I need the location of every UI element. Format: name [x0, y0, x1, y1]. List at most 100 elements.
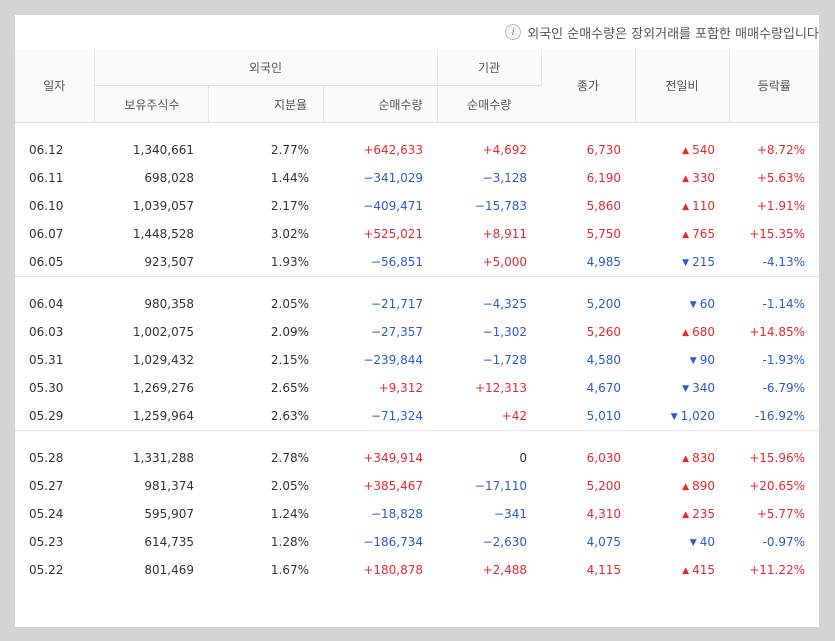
change-cell: ▼ 340 — [635, 374, 729, 402]
change-value: 60 — [699, 297, 715, 311]
change-value: 680 — [692, 325, 715, 339]
table-row: 05.30 1,269,276 2.65% +9,312 +12,313 4,670 ▼ 34… — [15, 374, 819, 402]
foreign-net-cell: +525,021 — [363, 227, 423, 241]
rate-cell: +20.65% — [749, 479, 805, 493]
group-spacer — [15, 430, 819, 444]
change-cell: ▼ 90 — [635, 346, 729, 374]
date-cell: 06.05 — [29, 255, 64, 269]
holding-cell: 1,448,528 — [132, 227, 194, 241]
inst-net-cell: −4,325 — [482, 297, 527, 311]
ratio-cell: 2.77% — [270, 143, 309, 157]
inst-net-cell: −1,302 — [482, 325, 527, 339]
up-triangle-icon: ▲ — [682, 328, 690, 338]
up-triangle-icon: ▲ — [682, 146, 690, 156]
date-cell: 05.24 — [29, 507, 64, 521]
close-cell: 4,115 — [586, 563, 621, 577]
holding-cell: 1,331,288 — [132, 451, 194, 465]
down-triangle-icon: ▼ — [682, 258, 690, 268]
inst-net-cell: −15,783 — [474, 199, 527, 213]
rate-cell: +11.22% — [749, 563, 805, 577]
date-cell: 05.28 — [29, 451, 64, 465]
inst-net-cell: +12,313 — [474, 381, 527, 395]
close-cell: 4,075 — [586, 535, 621, 549]
foreign-net-cell: +642,633 — [363, 143, 423, 157]
date-cell: 05.31 — [29, 353, 64, 367]
info-icon[interactable]: i — [505, 24, 522, 40]
date-cell: 06.03 — [29, 325, 64, 339]
date-cell: 06.10 — [29, 199, 64, 213]
col-holding: 보유주식수 — [94, 85, 209, 123]
rate-cell: +1.91% — [756, 199, 805, 213]
date-cell: 05.27 — [29, 479, 64, 493]
foreign-net-cell: +9,312 — [378, 381, 423, 395]
foreign-net-cell: −239,844 — [363, 353, 423, 367]
foreign-net-cell: −186,734 — [363, 535, 423, 549]
group-spacer — [15, 276, 819, 290]
change-cell: ▲ 330 — [635, 164, 729, 192]
trading-table: 일자 외국인 기관 종가 전일비 등락률 보유주식수 지분율 순매수량 순매수량… — [15, 49, 819, 584]
up-triangle-icon: ▲ — [682, 566, 690, 576]
rate-cell: +5.63% — [756, 171, 805, 185]
rate-cell: -4.13% — [762, 255, 805, 269]
change-value: 110 — [692, 199, 715, 213]
change-cell: ▲ 680 — [635, 318, 729, 346]
down-triangle-icon: ▼ — [689, 300, 697, 310]
date-cell: 05.22 — [29, 563, 64, 577]
date-cell: 06.07 — [29, 227, 64, 241]
date-cell: 05.30 — [29, 381, 64, 395]
ratio-cell: 1.67% — [270, 563, 309, 577]
ratio-cell: 2.15% — [270, 353, 309, 367]
table-body: 06.12 1,340,661 2.77% +642,633 +4,692 6,730 ▲ 5… — [15, 123, 819, 585]
ratio-cell: 1.93% — [270, 255, 309, 269]
table-row: 06.05 923,507 1.93% −56,851 +5,000 4,985 ▼ 215 -… — [15, 248, 819, 277]
table-row: 05.27 981,374 2.05% +385,467 −17,110 5,200 ▲ 89… — [15, 472, 819, 500]
inst-net-cell: +42 — [501, 409, 527, 423]
holding-cell: 923,507 — [144, 255, 194, 269]
ratio-cell: 1.24% — [270, 507, 309, 521]
change-cell: ▲ 890 — [635, 472, 729, 500]
close-cell: 5,860 — [586, 199, 621, 213]
down-triangle-icon: ▼ — [670, 412, 678, 422]
ratio-cell: 3.02% — [270, 227, 309, 241]
date-cell: 06.12 — [29, 143, 64, 157]
change-value: 830 — [692, 451, 715, 465]
foreign-net-cell: −71,324 — [370, 409, 423, 423]
rate-cell: -6.79% — [762, 381, 805, 395]
ratio-cell: 1.44% — [270, 171, 309, 185]
col-institution: 기관 — [437, 49, 542, 86]
table-header: 일자 외국인 기관 종가 전일비 등락률 보유주식수 지분율 순매수량 순매수량 — [15, 49, 819, 123]
change-cell: ▼ 60 — [635, 290, 729, 318]
holding-cell: 595,907 — [144, 507, 194, 521]
close-cell: 5,260 — [586, 325, 621, 339]
col-ratio: 지분율 — [208, 85, 324, 123]
holding-cell: 1,002,075 — [132, 325, 194, 339]
table-row: 06.11 698,028 1.44% −341,029 −3,128 6,190 ▲ 330… — [15, 164, 819, 192]
up-triangle-icon: ▲ — [682, 454, 690, 464]
inst-net-cell: −2,630 — [482, 535, 527, 549]
group-spacer — [15, 123, 819, 137]
change-value: 340 — [692, 381, 715, 395]
change-value: 1,020 — [680, 409, 715, 423]
inst-net-cell: +2,488 — [482, 563, 527, 577]
table-row: 05.24 595,907 1.24% −18,828 −341 4,310 ▲ 235 +5.… — [15, 500, 819, 528]
table-row: 06.10 1,039,057 2.17% −409,471 −15,783 5,860 ▲… — [15, 192, 819, 220]
rate-cell: +15.35% — [749, 227, 805, 241]
close-cell: 5,200 — [586, 297, 621, 311]
inst-net-cell: +5,000 — [482, 255, 527, 269]
holding-cell: 980,358 — [144, 297, 194, 311]
change-cell: ▲ 235 — [635, 500, 729, 528]
change-value: 40 — [699, 535, 715, 549]
date-cell: 05.29 — [29, 409, 64, 423]
table-row: 06.07 1,448,528 3.02% +525,021 +8,911 5,750 ▲ 7… — [15, 220, 819, 248]
table-row: 05.31 1,029,432 2.15% −239,844 −1,728 4,580 ▼ 9… — [15, 346, 819, 374]
up-triangle-icon: ▲ — [682, 510, 690, 520]
ratio-cell: 2.17% — [270, 199, 309, 213]
change-value: 90 — [699, 353, 715, 367]
foreign-net-cell: −409,471 — [363, 199, 423, 213]
date-cell: 05.23 — [29, 535, 64, 549]
down-triangle-icon: ▼ — [682, 384, 690, 394]
rate-cell: -1.93% — [762, 353, 805, 367]
up-triangle-icon: ▲ — [682, 482, 690, 492]
close-cell: 5,010 — [586, 409, 621, 423]
close-cell: 4,670 — [586, 381, 621, 395]
